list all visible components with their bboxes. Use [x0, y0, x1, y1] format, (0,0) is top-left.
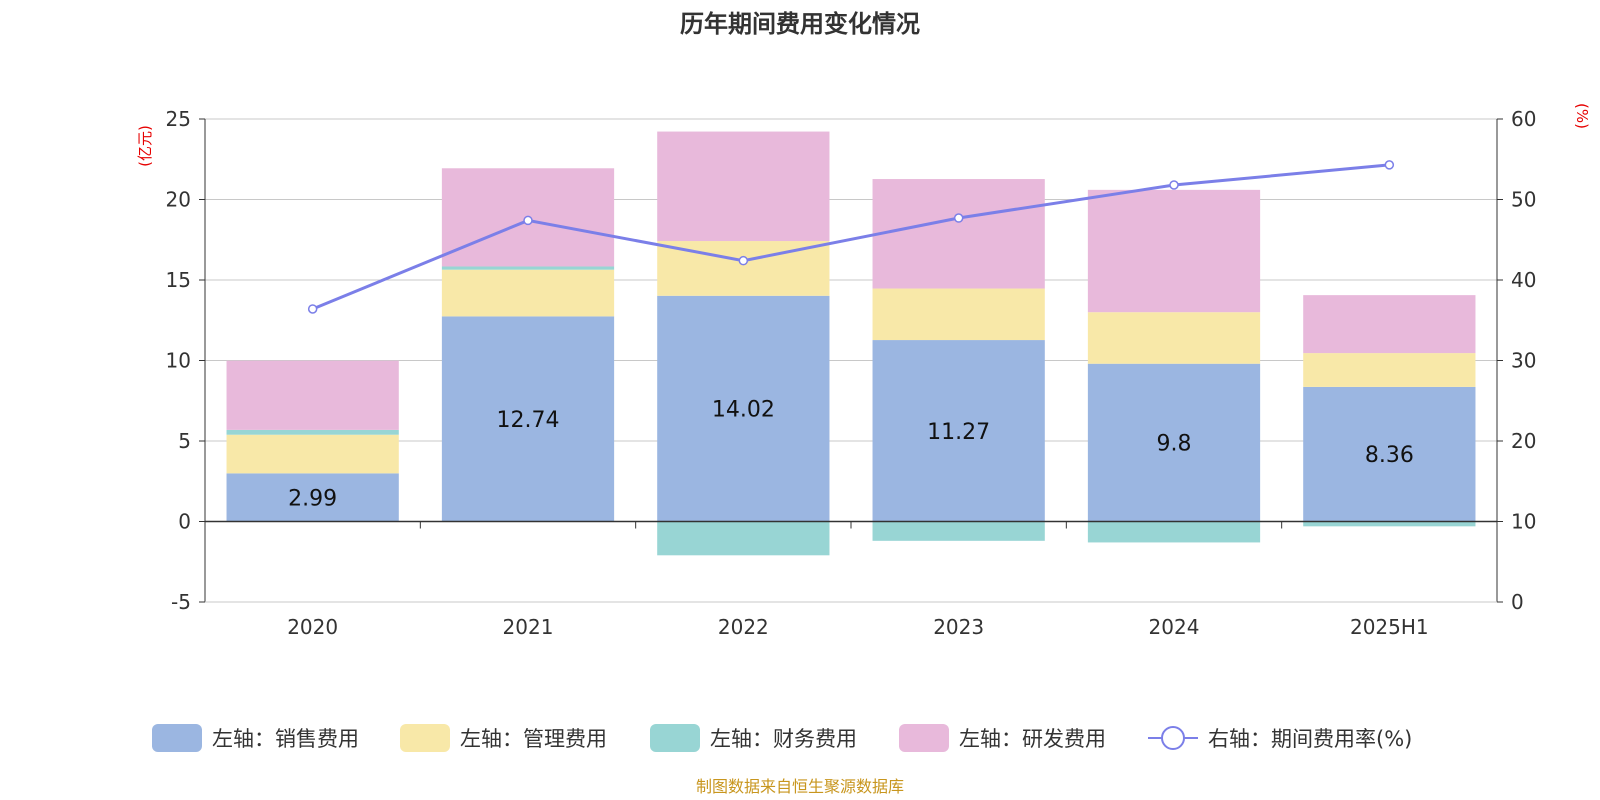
bar-segment: [872, 179, 1045, 289]
right-tick-label: 60: [1511, 107, 1536, 131]
right-tick-label: 50: [1511, 188, 1536, 212]
right-tick-label: 40: [1511, 268, 1536, 292]
bar-segment: [441, 316, 615, 522]
rate-point: [523, 215, 533, 226]
bar-segment: [1087, 521, 1261, 543]
legend-label: 左轴：销售费用: [212, 727, 359, 751]
legend-marker: [1161, 726, 1185, 750]
x-tick-label: 2020: [287, 615, 338, 639]
x-tick-label: 2025H1: [1350, 615, 1429, 639]
bars: [226, 131, 1476, 556]
bar-segment: [657, 295, 830, 522]
legend-swatch: [152, 724, 202, 752]
bar-data-label: 8.36: [1365, 443, 1414, 468]
legend-swatch: [650, 724, 700, 752]
bar-data-label: 11.27: [927, 420, 990, 445]
chart-title: 历年期间费用变化情况: [680, 10, 920, 38]
bar-segment: [441, 269, 615, 317]
rate-point: [1384, 160, 1395, 170]
legend-label: 左轴：研发费用: [959, 727, 1106, 751]
bar-segment: [872, 288, 1045, 341]
left-tick-label: 0: [178, 510, 191, 534]
bar-data-label: 2.99: [288, 486, 337, 511]
bar-segment: [1087, 189, 1261, 313]
bar-segment: [872, 521, 1045, 541]
rate-point: [953, 213, 964, 223]
x-tick-label: 2022: [718, 615, 769, 639]
left-axis-unit: (亿元): [136, 125, 154, 167]
left-tick-label: 15: [166, 268, 191, 292]
bar-segment: [226, 360, 399, 430]
bar-segment: [1303, 353, 1476, 387]
rate-point: [307, 304, 318, 314]
data-labels: 2.99 12.74 14.02 11.27 9.8 8.36: [288, 398, 1414, 512]
bar-segment: [226, 473, 399, 522]
x-tick-label: 2023: [933, 615, 984, 639]
axes: -5 0 5 10 15 20 25 0 10 20 30 40 50 60 2020 2021 2022 202…: [166, 107, 1537, 639]
x-tick-label: 2024: [1149, 615, 1200, 639]
legend-label: 左轴：财务费用: [710, 727, 857, 751]
legend-swatch: [400, 724, 450, 752]
bar-segment: [1303, 521, 1476, 527]
legend-swatch: [899, 724, 949, 752]
right-tick-label: 0: [1511, 590, 1524, 614]
right-axis-unit: (%): [1573, 103, 1591, 129]
source-note: 制图数据来自恒生聚源数据库: [696, 777, 904, 796]
right-tick-label: 10: [1511, 510, 1536, 534]
left-tick-label: -5: [171, 590, 191, 614]
x-tick-label: 2021: [503, 615, 554, 639]
rate-point: [738, 255, 749, 266]
bar-data-label: 9.8: [1157, 432, 1192, 457]
bar-data-label: 12.74: [497, 408, 560, 433]
rate-line: [307, 160, 1395, 314]
bar-segment: [1303, 386, 1476, 522]
bar-segment: [1087, 312, 1261, 364]
right-tick-label: 20: [1511, 429, 1536, 453]
bar-segment: [1303, 295, 1476, 354]
left-tick-label: 20: [166, 188, 191, 212]
legend-label: 右轴：期间费用率(%): [1208, 727, 1412, 751]
left-tick-label: 10: [166, 349, 191, 373]
rate-point: [1169, 180, 1179, 190]
left-tick-label: 5: [178, 429, 191, 453]
left-tick-label: 25: [166, 107, 191, 131]
bar-segment: [441, 266, 615, 270]
rate-line-path: [312, 163, 1390, 311]
legend: 左轴：销售费用 左轴：管理费用 左轴：财务费用 左轴：研发费用 右轴：期间费用率(%): [152, 724, 1412, 752]
bar-segment: [657, 521, 830, 556]
bar-segment: [1087, 363, 1261, 522]
bar-segment: [872, 340, 1045, 522]
right-tick-label: 30: [1511, 349, 1536, 373]
bar-segment: [226, 434, 399, 474]
legend-label: 左轴：管理费用: [460, 727, 607, 751]
bar-segment: [226, 429, 399, 435]
bar-segment: [657, 131, 830, 242]
bar-data-label: 14.02: [712, 398, 775, 423]
